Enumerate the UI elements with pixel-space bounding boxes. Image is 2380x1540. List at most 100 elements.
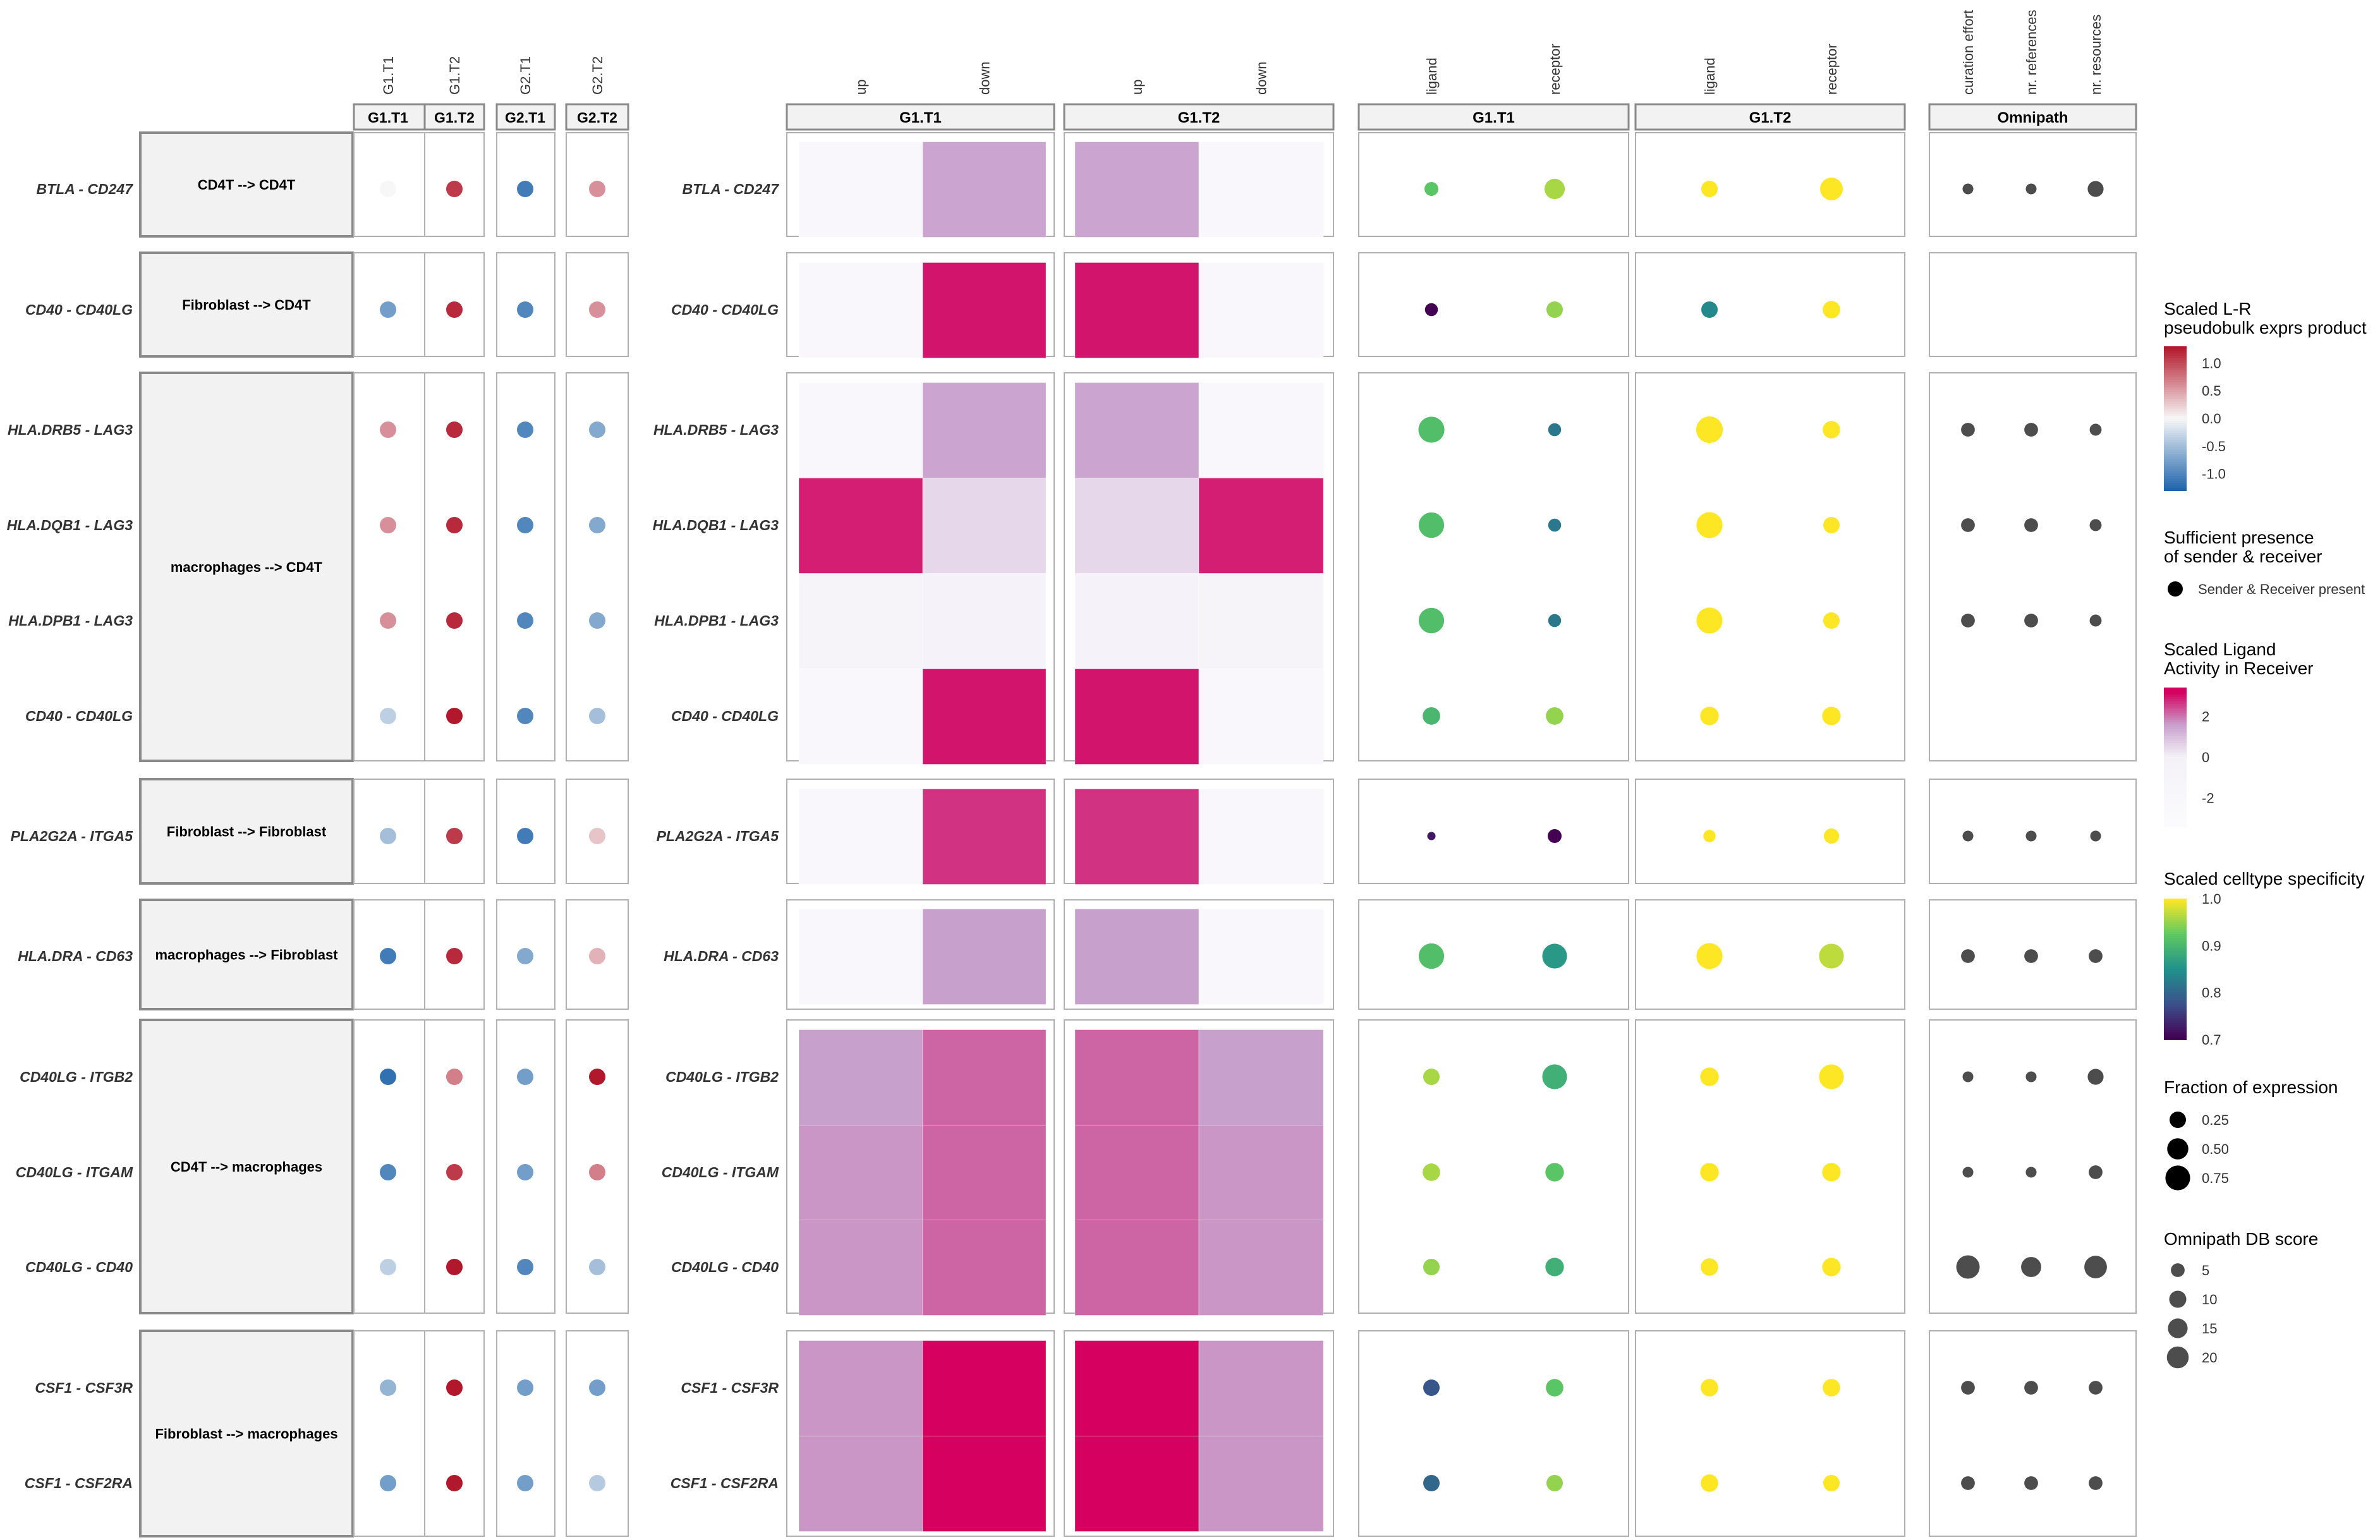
expression-dot (446, 612, 463, 629)
activity-colorbar-segment (2164, 689, 2187, 693)
facet-strip (1063, 103, 1335, 131)
activity-tile (1074, 669, 1199, 765)
specificity-dot (1701, 301, 1718, 318)
activity-tile (798, 669, 923, 765)
omnipath-dot (2084, 1256, 2107, 1278)
expression-dot (446, 708, 463, 724)
activity-colorbar-segment (2164, 789, 2187, 792)
activity-colorbar-segment (2164, 724, 2187, 728)
omnipath-dot (2089, 423, 2102, 436)
omnipath-dot (2090, 830, 2101, 842)
activity-axis-tick: down (1254, 61, 1270, 95)
specificity-colorbar-segment (2164, 936, 2187, 940)
omnipath-dot (1961, 614, 1975, 628)
panel-frame (566, 1019, 629, 1314)
specificity-dot (1823, 612, 1840, 629)
activity-colorbar-segment (2164, 692, 2187, 695)
specificity-facet-label: G1.T2 (1749, 109, 1792, 126)
specificity-dot (1700, 1163, 1719, 1182)
specificity-dot (1546, 1475, 1563, 1491)
specificity-dot (1424, 303, 1438, 317)
expr-colorbar-segment (2164, 483, 2187, 487)
specificity-dot (1823, 828, 1840, 844)
activity-tile (1074, 262, 1199, 358)
specificity-colorbar-segment (2164, 964, 2187, 967)
activity-legend-tick: -2 (2202, 791, 2214, 806)
specificity-dot (1822, 706, 1841, 725)
row-label: HLA.DPB1 - LAG3 (654, 612, 779, 629)
activity-tile (798, 142, 923, 238)
panel-frame (566, 252, 629, 357)
activity-colorbar-segment (2164, 794, 2187, 797)
specificity-colorbar-segment (2164, 973, 2187, 977)
omnipath-dot (2024, 1381, 2038, 1395)
group-label: Fibroblast --> CD4T (182, 297, 311, 313)
expr-colorbar-segment (2164, 365, 2187, 369)
specificity-colorbar-segment (2164, 1034, 2187, 1038)
specificity-dot (1823, 421, 1840, 439)
fraction-legend-dot (2165, 1165, 2190, 1191)
activity-colorbar-segment (2164, 743, 2187, 746)
specificity-colorbar-segment (2164, 957, 2187, 961)
expr-colorbar-segment (2164, 447, 2187, 451)
specificity-dot (1423, 707, 1440, 725)
expression-dot (380, 1259, 396, 1275)
activity-tile (1198, 573, 1324, 669)
activity-colorbar-segment (2164, 745, 2187, 749)
expr-colorbar-segment (2164, 449, 2187, 453)
activity-colorbar-segment (2164, 759, 2187, 763)
activity-colorbar-segment (2164, 703, 2187, 707)
activity-colorbar-segment (2164, 801, 2187, 804)
specificity-colorbar-segment (2164, 1022, 2187, 1026)
expression-dot (589, 948, 605, 964)
panel-frame (496, 899, 556, 1010)
expr-colorbar-segment (2164, 394, 2187, 397)
specificity-dot (1701, 1474, 1718, 1492)
panel-frame (1635, 252, 1905, 357)
activity-colorbar-segment (2164, 761, 2187, 765)
expr-colorbar-segment (2164, 396, 2187, 400)
activity-colorbar-segment (2164, 736, 2187, 739)
expr-colorbar-segment (2164, 428, 2187, 431)
expression-dot (446, 181, 463, 197)
activity-tile (1198, 669, 1324, 765)
specificity-dot (1701, 1379, 1718, 1397)
activity-colorbar-segment (2164, 780, 2187, 784)
expression-dot (380, 301, 396, 318)
expr-colorbar-segment (2164, 356, 2187, 359)
panel-frame (496, 1330, 556, 1537)
omnipath-dot (2089, 614, 2102, 627)
activity-colorbar-segment (2164, 720, 2187, 723)
expr-colorbar-segment (2164, 368, 2187, 371)
expr-colorbar-segment (2164, 351, 2187, 355)
group-strip (139, 252, 354, 358)
specificity-colorbar-segment (2164, 919, 2187, 923)
specificity-colorbar-segment (2164, 907, 2187, 911)
activity-colorbar-segment (2164, 701, 2187, 705)
activity-tile (1074, 1220, 1199, 1316)
activity-colorbar-segment (2164, 820, 2187, 823)
specificity-colorbar-segment (2164, 981, 2187, 984)
expression-dot (517, 517, 533, 533)
activity-tile (1074, 789, 1199, 885)
specificity-colorbar-segment (2164, 950, 2187, 954)
specificity-colorbar-segment (2164, 978, 2187, 982)
legend-title: Activity in Receiver (2164, 658, 2314, 678)
omnipath-legend-dot (2169, 1290, 2187, 1308)
omnipath-dot (2087, 1069, 2104, 1085)
expr-colorbar-segment (2164, 418, 2187, 421)
row-label: HLA.DRB5 - LAG3 (653, 421, 779, 438)
panel-frame (1358, 779, 1629, 884)
specificity-dot (1548, 829, 1562, 843)
legend-title: Sufficient presence (2164, 528, 2314, 547)
fraction-legend-tick: 0.75 (2202, 1170, 2229, 1186)
panel-frame (1635, 1019, 1905, 1314)
activity-tile (798, 1029, 923, 1125)
group-label: Fibroblast --> macrophages (155, 1426, 337, 1442)
specificity-colorbar-segment (2164, 995, 2187, 998)
omnipath-dot (2089, 949, 2103, 963)
row-label: CD40LG - CD40 (671, 1259, 779, 1275)
specificity-dot (1423, 1379, 1440, 1396)
expression-dot (446, 1069, 463, 1085)
panel-frame (496, 1019, 556, 1314)
